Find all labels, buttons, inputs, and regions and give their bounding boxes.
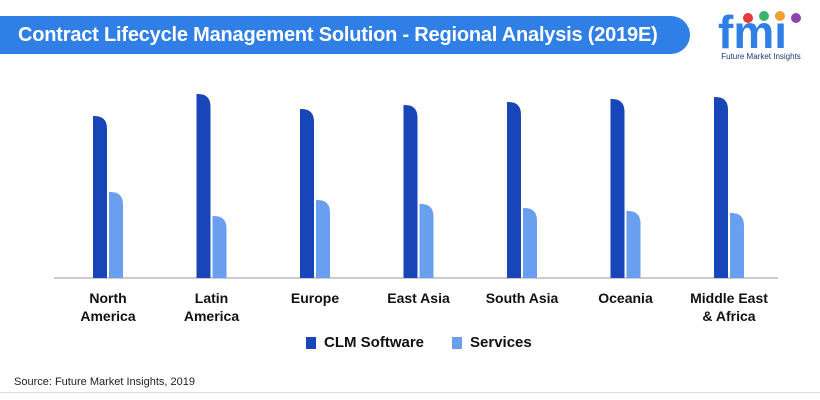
bar-services-4 [523,208,537,278]
x-tick-label-5: Oceania [598,290,653,306]
bottom-divider [0,392,820,393]
logo-caption: Future Market Insights [721,52,801,61]
x-tick-label-4: South Asia [486,290,559,306]
title-banner: Contract Lifecycle Management Solution -… [0,16,690,54]
x-tick-label-2: Europe [291,290,339,306]
x-tick-label-0: North America [80,290,135,324]
chart-title: Contract Lifecycle Management Solution -… [18,24,658,46]
bar-services-3 [419,204,434,278]
bar-services-5 [626,211,641,278]
x-tick-label-1: Latin America [184,290,239,324]
bar-clm-software-4 [507,102,521,278]
bar-clm-software-1 [196,94,211,278]
legend-label-services: Services [470,334,532,351]
bar-services-6 [730,213,744,278]
bar-clm-software-0 [93,116,107,278]
bar-services-2 [316,200,330,278]
bar-services-1 [212,216,227,278]
bar-clm-software-3 [403,105,418,278]
legend-swatch-services [452,336,463,349]
legend-item-clm: CLM Software [306,334,424,351]
bar-clm-software-2 [300,109,314,278]
legend: CLM Software Services [306,334,532,351]
fmi-logo: fmi [718,8,801,58]
legend-swatch-clm [306,336,316,349]
x-tick-label-3: East Asia [387,290,450,306]
legend-label-clm: CLM Software [324,334,425,351]
bar-clm-software-6 [714,97,728,278]
x-tick-label-6: Middle East & Africa [690,290,768,324]
legend-item-services: Services [452,334,532,351]
source-note: Source: Future Market Insights, 2019 [14,376,195,388]
bar-services-0 [109,192,123,278]
bar-clm-software-5 [610,99,625,278]
